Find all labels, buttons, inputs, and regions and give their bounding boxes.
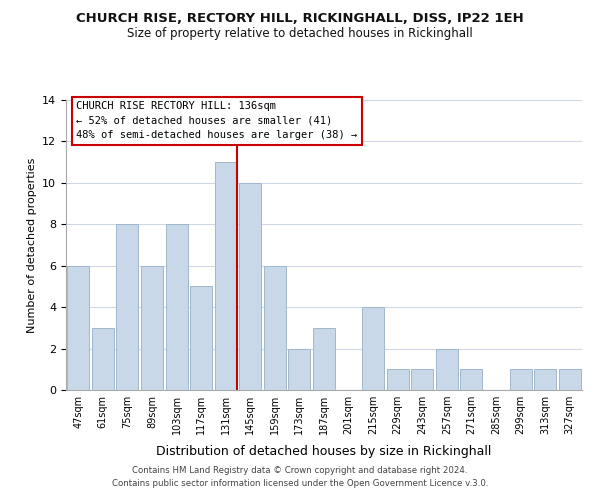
Bar <box>289 348 310 390</box>
Text: Size of property relative to detached houses in Rickinghall: Size of property relative to detached ho… <box>127 28 473 40</box>
Bar <box>436 348 458 390</box>
Bar <box>190 286 212 390</box>
Text: CHURCH RISE RECTORY HILL: 136sqm
← 52% of detached houses are smaller (41)
48% o: CHURCH RISE RECTORY HILL: 136sqm ← 52% o… <box>76 102 358 140</box>
Bar <box>411 370 433 390</box>
Y-axis label: Number of detached properties: Number of detached properties <box>26 158 37 332</box>
Bar <box>264 266 286 390</box>
Bar <box>116 224 139 390</box>
Bar <box>67 266 89 390</box>
X-axis label: Distribution of detached houses by size in Rickinghall: Distribution of detached houses by size … <box>157 446 491 458</box>
Bar <box>559 370 581 390</box>
Bar <box>313 328 335 390</box>
Bar <box>92 328 114 390</box>
Bar <box>362 307 384 390</box>
Bar <box>509 370 532 390</box>
Bar <box>166 224 188 390</box>
Text: CHURCH RISE, RECTORY HILL, RICKINGHALL, DISS, IP22 1EH: CHURCH RISE, RECTORY HILL, RICKINGHALL, … <box>76 12 524 26</box>
Bar <box>215 162 237 390</box>
Bar <box>141 266 163 390</box>
Bar <box>239 183 262 390</box>
Bar <box>534 370 556 390</box>
Text: Contains HM Land Registry data © Crown copyright and database right 2024.
Contai: Contains HM Land Registry data © Crown c… <box>112 466 488 487</box>
Bar <box>460 370 482 390</box>
Bar <box>386 370 409 390</box>
